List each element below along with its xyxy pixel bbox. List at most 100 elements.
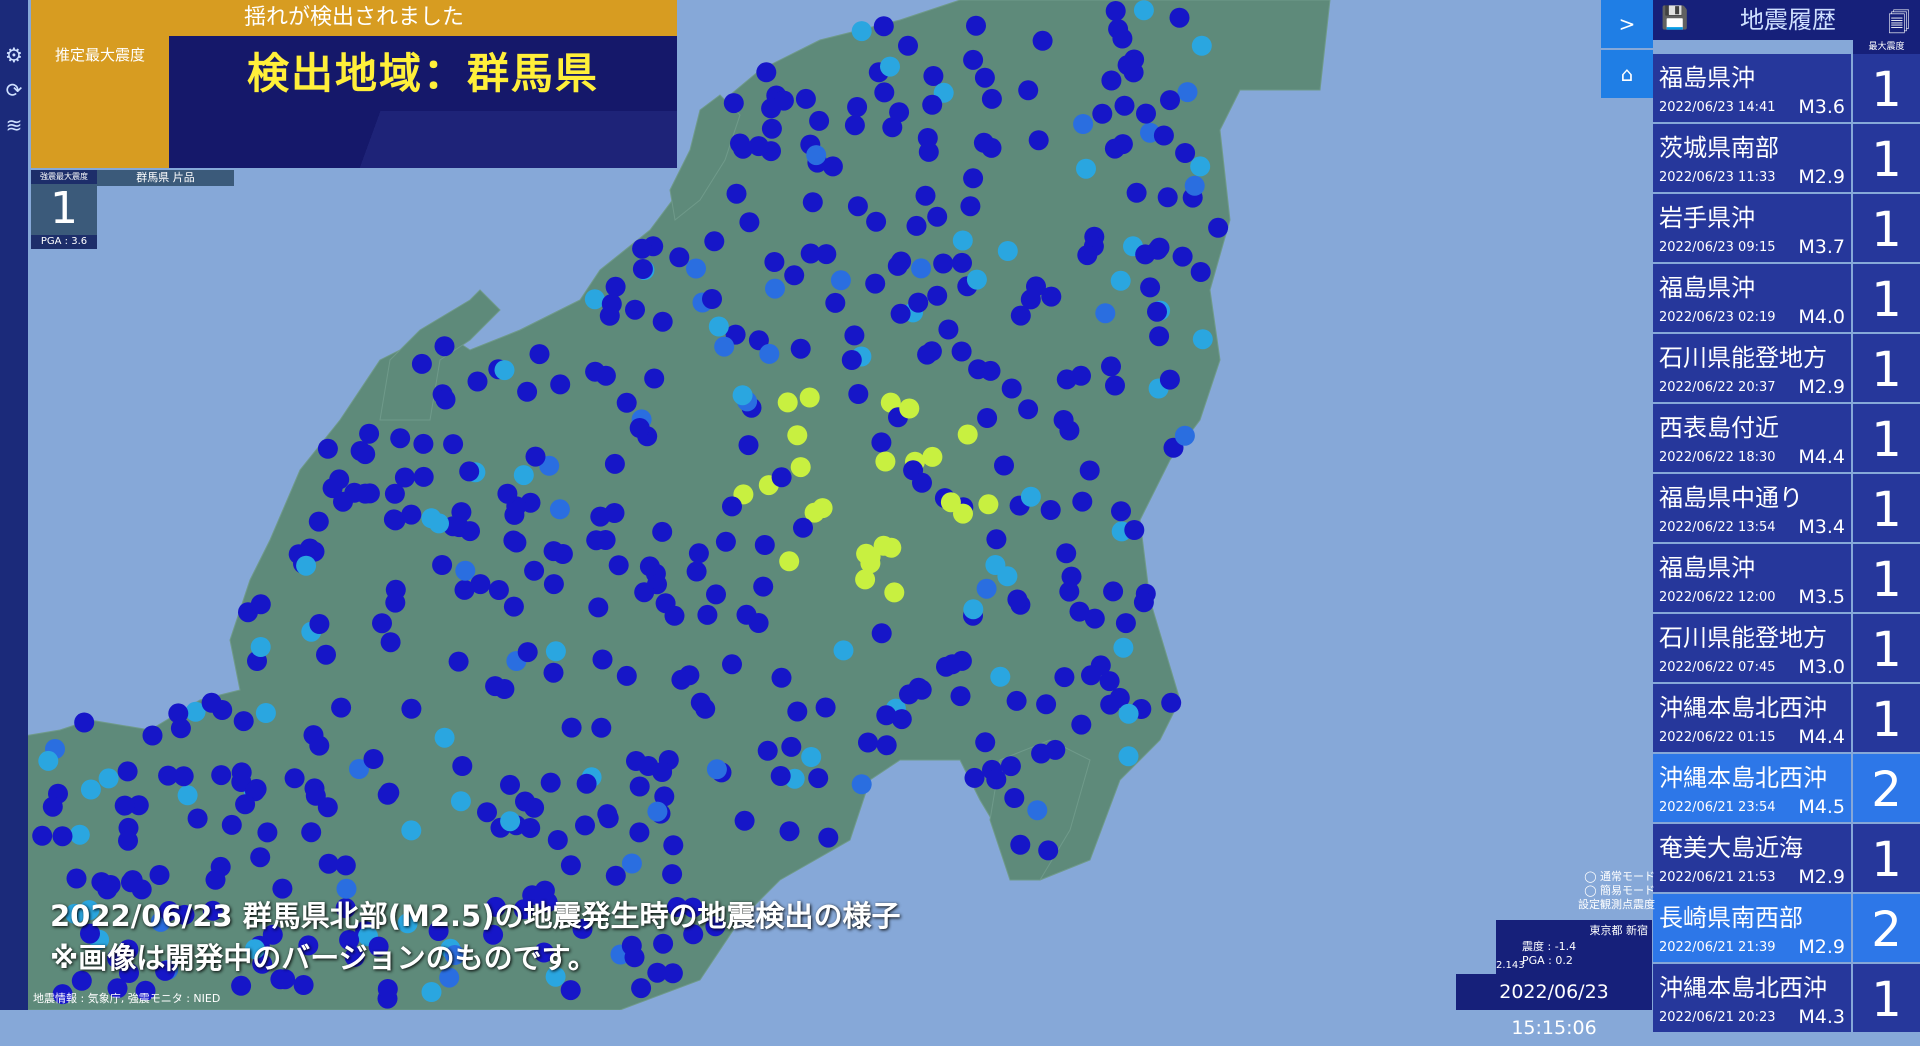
history-info: 福島県中通り 2022/06/22 13:54 M3.4 xyxy=(1653,474,1851,542)
history-time: 2022/06/21 23:54 xyxy=(1659,800,1776,815)
station-dot xyxy=(605,276,626,297)
station-dot xyxy=(927,206,948,227)
station-dot xyxy=(761,118,782,139)
station-dot xyxy=(159,901,179,921)
station-dot xyxy=(616,665,637,686)
station-dot xyxy=(985,555,1006,575)
station-dot xyxy=(1118,746,1139,767)
history-item[interactable]: 沖縄本島北西沖 2022/06/22 01:15 M4.4 1 xyxy=(1653,684,1920,752)
home-icon[interactable]: ⌂ xyxy=(1601,50,1653,98)
history-place: 福島県中通り xyxy=(1659,484,1803,512)
simple-mode-option[interactable]: ◯ 簡易モード xyxy=(1584,884,1655,897)
station-dot xyxy=(787,701,808,722)
station-dot xyxy=(1117,55,1138,76)
history-item[interactable]: 福島県沖 2022/06/23 02:19 M4.0 1 xyxy=(1653,264,1920,332)
station-dot xyxy=(705,916,726,937)
station-dot xyxy=(1054,667,1075,688)
station-dot xyxy=(467,371,488,392)
station-dot xyxy=(455,560,476,581)
station-dot xyxy=(483,924,504,945)
history-place: 福島県沖 xyxy=(1659,274,1755,302)
station-dot xyxy=(432,555,453,575)
station-dot xyxy=(80,923,100,944)
station-dot xyxy=(1149,326,1170,347)
station-dot xyxy=(1110,270,1131,291)
earthquake-alert-panel: 揺れが検出されました 推定最大震度 検出地域：群馬県 xyxy=(31,0,677,168)
history-list: 福島県沖 2022/06/23 14:41 M3.6 1 茨城県南部 2022/06/23… xyxy=(1653,40,1920,1034)
history-item[interactable]: 福島県中通り 2022/06/22 13:54 M3.4 1 xyxy=(1653,474,1920,542)
station-dot xyxy=(560,980,581,1001)
station-dot xyxy=(647,962,668,983)
observation-shindo: 震度 : -1.4 xyxy=(1522,940,1577,953)
station-dot xyxy=(235,794,256,815)
station-dot xyxy=(960,196,981,217)
station-dot xyxy=(1190,262,1211,282)
history-time: 2022/06/21 21:39 xyxy=(1659,940,1776,955)
station-dot xyxy=(933,253,954,274)
history-info: 沖縄本島北西沖 2022/06/22 01:15 M4.4 xyxy=(1653,684,1851,752)
station-dot xyxy=(1172,246,1193,267)
history-item[interactable]: 岩手県沖 2022/06/23 09:15 M3.7 1 xyxy=(1653,194,1920,262)
station-dot xyxy=(793,517,813,538)
station-dot xyxy=(272,878,293,899)
wave-icon[interactable]: ≋ xyxy=(5,113,23,137)
history-magnitude: M2.9 xyxy=(1798,866,1845,888)
settings-icon[interactable]: ⚙ xyxy=(5,43,23,67)
station-dot xyxy=(653,933,674,954)
history-place: 石川県能登地方 xyxy=(1659,624,1827,652)
history-item[interactable]: 沖縄本島北西沖 2022/06/21 23:54 M4.5 2 xyxy=(1653,754,1920,822)
station-dot xyxy=(450,791,471,812)
refresh-icon[interactable]: ⟳ xyxy=(5,78,23,102)
station-dot xyxy=(316,644,336,665)
history-intensity: 1 xyxy=(1853,474,1920,542)
history-item[interactable]: 奄美大島近海 2022/06/21 21:53 M2.9 1 xyxy=(1653,824,1920,892)
station-dot xyxy=(629,418,650,438)
station-dot xyxy=(671,669,692,690)
document-icon[interactable]: 🗐 xyxy=(1888,11,1910,36)
station-dot xyxy=(1084,608,1105,629)
history-intensity: 1 xyxy=(1853,544,1920,612)
station-dot xyxy=(1104,138,1125,159)
history-place: 岩手県沖 xyxy=(1659,204,1755,232)
station-dot xyxy=(454,579,475,600)
save-icon[interactable]: 💾 xyxy=(1661,6,1689,31)
station-dot xyxy=(669,247,690,268)
history-title: 地震履歴 xyxy=(1740,6,1836,34)
history-item[interactable]: 石川県能登地方 2022/06/22 07:45 M3.0 1 xyxy=(1653,614,1920,682)
history-item[interactable]: 石川県能登地方 2022/06/22 20:37 M2.9 1 xyxy=(1653,334,1920,402)
station-dot xyxy=(847,196,868,217)
station-dot xyxy=(331,697,352,718)
station-dot xyxy=(74,712,95,733)
station-dot xyxy=(1177,82,1198,103)
observation-location: 東京都 新宿 xyxy=(1589,924,1649,937)
station-dot xyxy=(118,939,139,960)
station-dot xyxy=(923,66,944,86)
history-item[interactable]: 福島県沖 2022/06/22 12:00 M3.5 1 xyxy=(1653,544,1920,612)
map[interactable] xyxy=(0,0,1920,1010)
station-dot xyxy=(779,821,800,842)
station-dot xyxy=(809,110,830,131)
station-dot xyxy=(722,496,742,517)
station-dot xyxy=(1101,356,1121,377)
history-item[interactable]: 福島県沖 2022/06/23 14:41 M3.6 1 xyxy=(1653,54,1920,122)
history-item[interactable]: 西表島付近 2022/06/22 18:30 M4.4 1 xyxy=(1653,404,1920,472)
station-dot xyxy=(652,521,673,542)
station-dot xyxy=(855,569,876,590)
station-dot xyxy=(1020,486,1041,507)
station-dot xyxy=(654,786,675,807)
history-item[interactable]: 長崎県南西部 2022/06/21 21:39 M2.9 2 xyxy=(1653,894,1920,962)
station-dot xyxy=(397,913,418,934)
history-time: 2022/06/22 01:15 xyxy=(1659,730,1776,745)
station-dot xyxy=(781,736,802,757)
station-dot xyxy=(1147,301,1167,322)
station-dot xyxy=(377,979,398,999)
expand-button[interactable]: > xyxy=(1601,0,1653,48)
station-dot xyxy=(114,795,135,816)
history-item[interactable]: 茨城県南部 2022/06/23 11:33 M2.9 1 xyxy=(1653,124,1920,192)
station-dot xyxy=(757,740,778,761)
station-dot xyxy=(634,582,655,603)
normal-mode-option[interactable]: ◯ 通常モード xyxy=(1584,870,1655,883)
history-time: 2022/06/23 02:19 xyxy=(1659,310,1776,325)
station-dot xyxy=(938,319,959,340)
history-item[interactable]: 沖縄本島北西沖 2022/06/21 20:23 M4.3 1 xyxy=(1653,964,1920,1032)
